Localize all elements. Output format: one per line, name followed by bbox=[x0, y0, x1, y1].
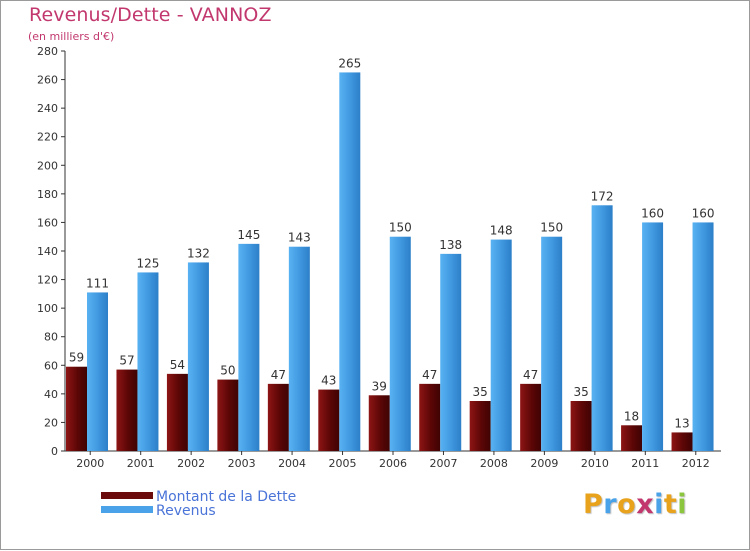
bar-label-dette: 18 bbox=[624, 409, 639, 423]
x-tick-label: 2010 bbox=[581, 457, 609, 470]
bar-label-dette: 57 bbox=[119, 354, 134, 368]
x-tick-label: 2012 bbox=[682, 457, 710, 470]
legend-label-dette: Montant de la Dette bbox=[156, 489, 297, 505]
x-tick-label: 2003 bbox=[228, 457, 256, 470]
bar-label-dette: 13 bbox=[674, 416, 689, 430]
y-tick-label: 200 bbox=[37, 159, 58, 172]
y-tick-label: 240 bbox=[37, 102, 58, 115]
bar-label-revenus: 265 bbox=[338, 56, 361, 70]
bar-label-revenus: 125 bbox=[137, 256, 160, 270]
legend-label-revenus: Revenus bbox=[156, 503, 216, 519]
bar-label-dette: 43 bbox=[321, 374, 336, 388]
y-tick-label: 160 bbox=[37, 216, 58, 229]
bar-dette bbox=[267, 383, 289, 451]
logo-letter: t bbox=[663, 489, 678, 520]
bar-revenus bbox=[238, 243, 260, 451]
bar-revenus bbox=[692, 222, 714, 451]
bar-dette bbox=[671, 432, 693, 451]
bar-revenus bbox=[490, 239, 512, 451]
bar-label-dette: 47 bbox=[422, 368, 437, 382]
legend-swatch-dette bbox=[101, 492, 153, 499]
bar-revenus bbox=[440, 253, 462, 451]
bar-label-revenus: 111 bbox=[86, 276, 109, 290]
bar-dette bbox=[66, 366, 87, 451]
bar-label-dette: 35 bbox=[473, 385, 488, 399]
bar-label-revenus: 160 bbox=[692, 206, 715, 220]
x-tick-label: 2001 bbox=[127, 457, 155, 470]
y-tick-label: 120 bbox=[37, 274, 58, 287]
bar-dette bbox=[116, 369, 138, 451]
x-tick-label: 2005 bbox=[329, 457, 357, 470]
bar-revenus bbox=[288, 246, 310, 451]
bar-revenus bbox=[389, 236, 411, 451]
logo-letter: o bbox=[617, 489, 637, 520]
logo-letter: P bbox=[583, 489, 604, 520]
x-tick-label: 2006 bbox=[379, 457, 407, 470]
y-tick-label: 260 bbox=[37, 74, 58, 87]
logo-letter: i bbox=[677, 489, 688, 520]
x-tick-label: 2004 bbox=[278, 457, 306, 470]
bar-label-dette: 47 bbox=[523, 368, 538, 382]
bar-label-dette: 39 bbox=[372, 379, 387, 393]
y-tick-label: 100 bbox=[37, 302, 58, 315]
y-tick-label: 0 bbox=[51, 445, 58, 458]
bar-revenus bbox=[339, 72, 361, 451]
x-tick-label: 2008 bbox=[480, 457, 508, 470]
logo-letter: x bbox=[636, 489, 655, 520]
bar-revenus bbox=[642, 222, 664, 451]
bar-revenus bbox=[591, 205, 613, 451]
bar-dette bbox=[469, 401, 491, 451]
bar-label-revenus: 172 bbox=[591, 189, 614, 203]
bar-dette bbox=[166, 373, 188, 451]
bar-dette bbox=[217, 379, 239, 451]
x-tick-label: 2011 bbox=[631, 457, 659, 470]
bar-label-revenus: 143 bbox=[288, 231, 311, 245]
bar-label-revenus: 150 bbox=[540, 221, 563, 235]
bar-revenus bbox=[187, 262, 209, 451]
x-tick-label: 2009 bbox=[530, 457, 558, 470]
bar-label-revenus: 160 bbox=[641, 206, 664, 220]
bar-dette bbox=[419, 383, 441, 451]
y-tick-label: 180 bbox=[37, 188, 58, 201]
bar-label-dette: 47 bbox=[271, 368, 286, 382]
bar-label-revenus: 138 bbox=[439, 238, 462, 252]
bar-dette bbox=[520, 383, 542, 451]
y-tick-label: 20 bbox=[44, 416, 58, 429]
bar-revenus bbox=[137, 272, 159, 451]
x-tick-label: 2007 bbox=[429, 457, 457, 470]
proxiti-logo: Proxiti bbox=[583, 489, 687, 520]
legend-swatch-revenus bbox=[101, 506, 153, 513]
bar-label-revenus: 145 bbox=[237, 228, 260, 242]
y-tick-label: 220 bbox=[37, 131, 58, 144]
bar-revenus bbox=[541, 236, 563, 451]
chart-subtitle: (en milliers d'€) bbox=[28, 30, 115, 43]
bar-dette bbox=[621, 425, 643, 451]
bar-dette bbox=[570, 401, 592, 451]
y-tick-label: 40 bbox=[44, 388, 58, 401]
chart-title: Revenus/Dette - VANNOZ bbox=[29, 4, 272, 26]
bar-dette bbox=[318, 389, 340, 451]
logo-letter: r bbox=[603, 489, 618, 520]
bar-label-revenus: 132 bbox=[187, 246, 210, 260]
y-tick-label: 80 bbox=[44, 331, 58, 344]
y-tick-label: 140 bbox=[37, 245, 58, 258]
bar-label-revenus: 150 bbox=[389, 221, 412, 235]
bar-label-dette: 54 bbox=[170, 358, 185, 372]
bar-label-dette: 50 bbox=[220, 364, 235, 378]
bar-label-dette: 59 bbox=[69, 351, 84, 365]
logo-letter: i bbox=[654, 489, 664, 520]
y-tick-label: 280 bbox=[37, 45, 58, 58]
x-tick-label: 2002 bbox=[177, 457, 205, 470]
y-tick-label: 60 bbox=[44, 359, 58, 372]
x-tick-label: 2000 bbox=[76, 457, 104, 470]
bar-label-revenus: 148 bbox=[490, 224, 513, 238]
bar-dette bbox=[368, 395, 390, 451]
bar-label-dette: 35 bbox=[573, 385, 588, 399]
bar-revenus bbox=[87, 292, 108, 451]
